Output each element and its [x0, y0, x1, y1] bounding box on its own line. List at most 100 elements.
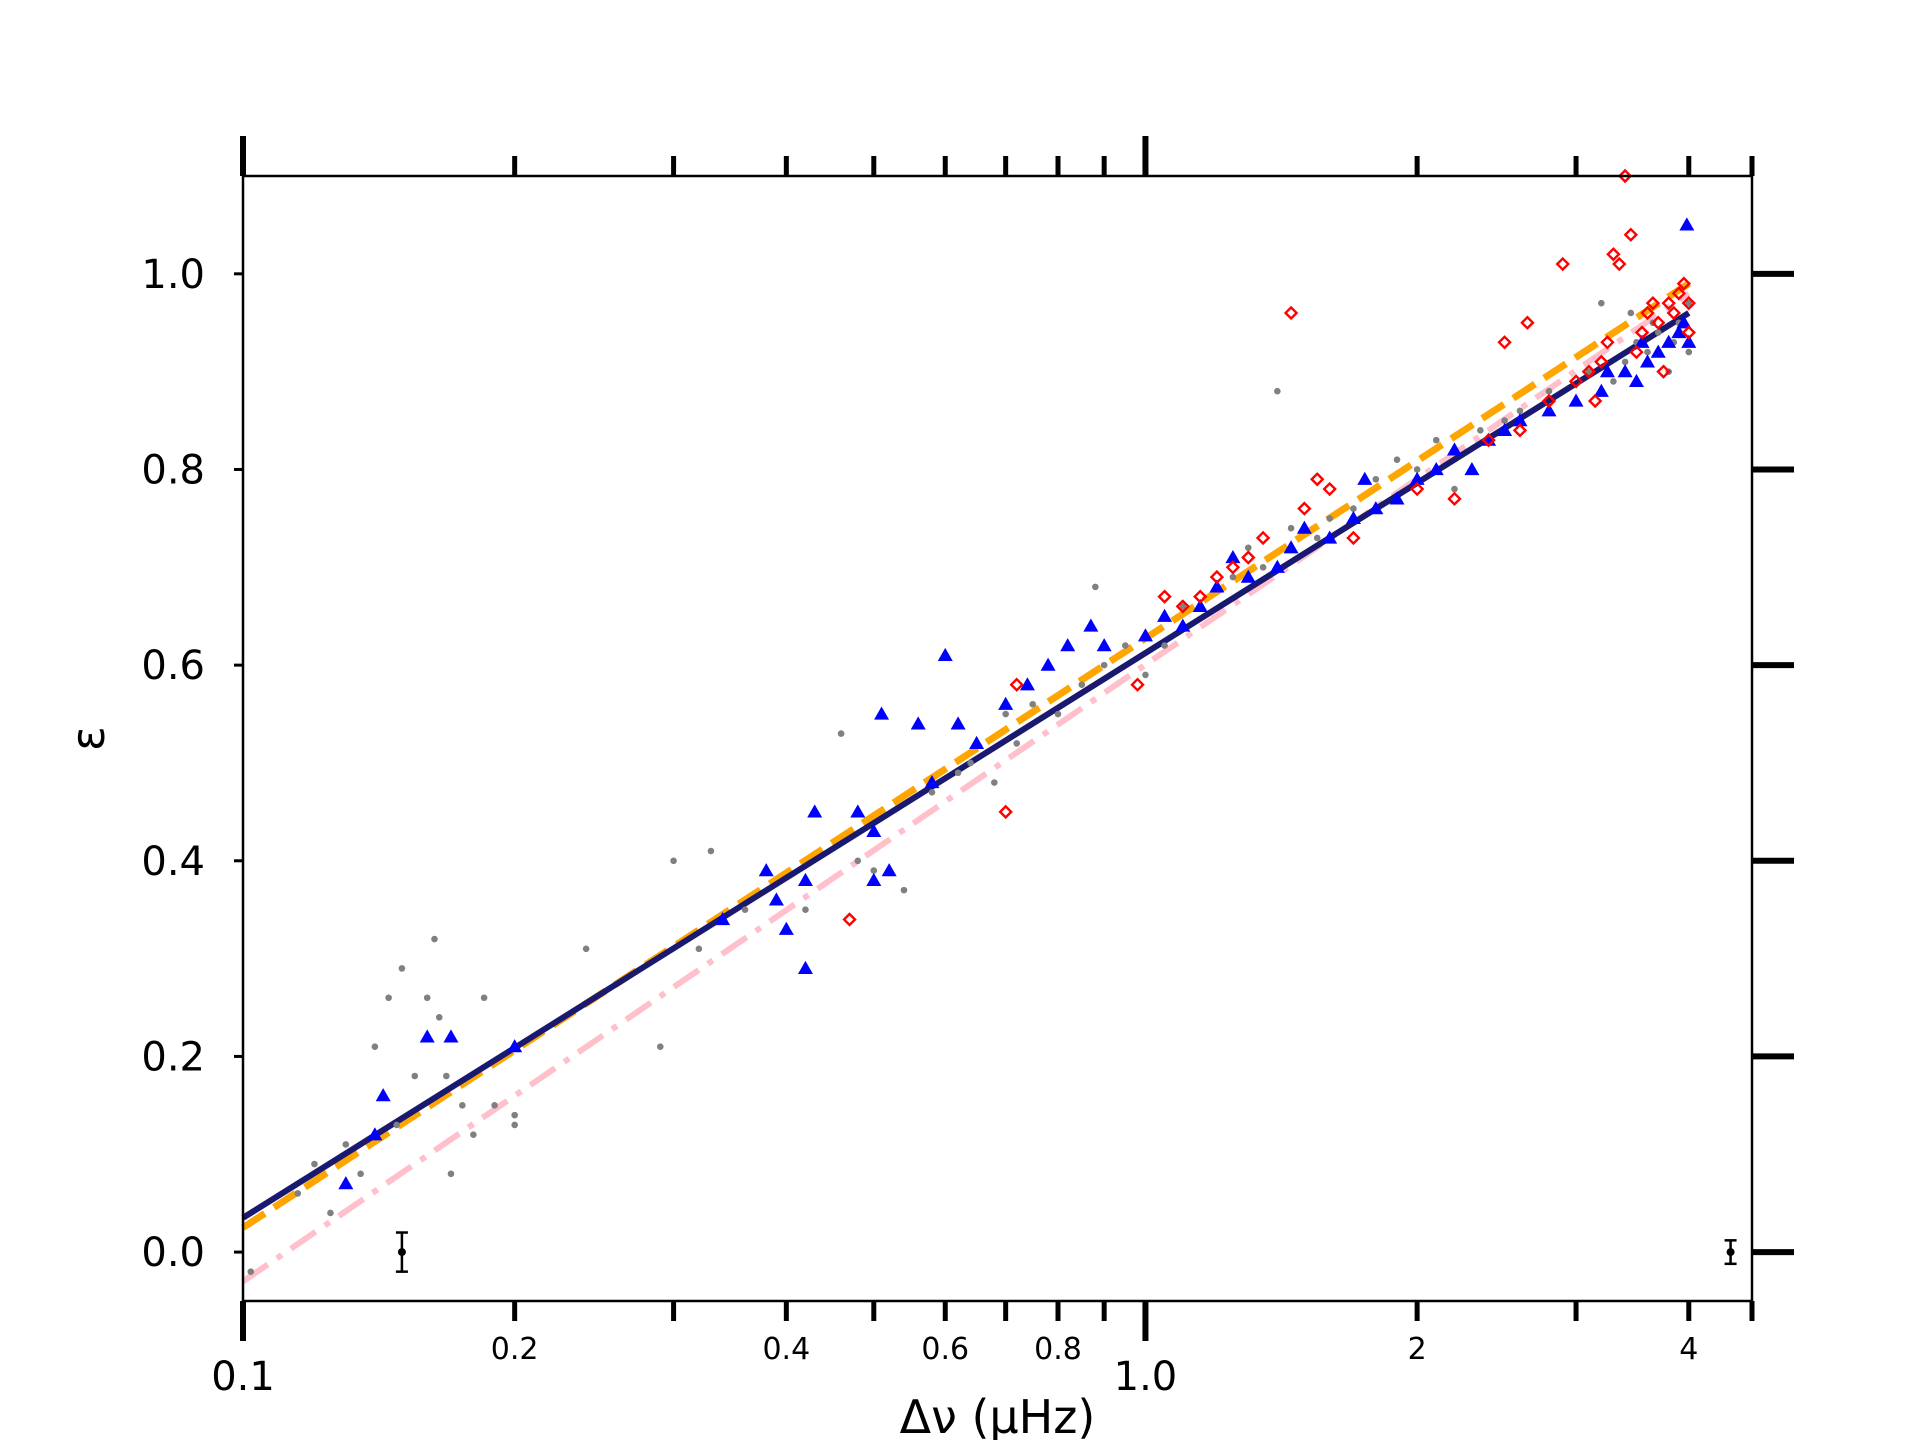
series-0-point-25: [695, 945, 703, 953]
series-0-point-47: [1161, 642, 1168, 649]
series-1-point-31: [1175, 618, 1191, 632]
series-1-point-40: [1345, 510, 1361, 525]
series-1-point-30: [1157, 608, 1173, 622]
series-0-point-74: [1654, 329, 1662, 336]
series-0-point-6: [371, 1043, 379, 1050]
series-2-point-30: [1623, 227, 1639, 242]
series-0-point-50: [1229, 573, 1237, 581]
series-0-point-51: [1244, 544, 1252, 552]
series-0-point-22: [582, 945, 590, 953]
x-major-tick-label-1: 1.0: [1114, 1354, 1178, 1400]
y-tick-label-4: 0.8: [141, 447, 205, 493]
series-1-point-22: [969, 735, 985, 750]
series-1-point-35: [1240, 569, 1256, 583]
series-2-point-13: [1310, 472, 1325, 487]
series-0-point-32: [870, 867, 878, 874]
series-2-point-2: [1009, 677, 1024, 692]
series-1-point-29: [1137, 628, 1153, 642]
series-1-point-63: [1634, 334, 1650, 348]
series-0-point-54: [1287, 524, 1295, 532]
series-1-point-20: [937, 647, 953, 661]
series-0-point-12: [431, 935, 438, 943]
series-0-point-36: [967, 759, 974, 767]
series-1-point-11: [797, 960, 813, 975]
series-0-point-0: [247, 1268, 255, 1275]
series-1-point-37: [1283, 540, 1299, 554]
series-2-point-22: [1541, 393, 1557, 409]
series-1-point-39: [1322, 530, 1338, 544]
series-0-point-20: [511, 1121, 518, 1129]
series-1-point-26: [1060, 638, 1076, 652]
series-2-point-20: [1512, 423, 1528, 438]
series-1-point-64: [1599, 364, 1615, 378]
series-2-point-27: [1606, 247, 1621, 262]
series-0-point-27: [741, 906, 749, 913]
series-0-point-31: [854, 857, 862, 865]
y-tick-label-2: 0.4: [141, 839, 205, 885]
series-0-point-43: [1092, 583, 1099, 591]
series-0-point-3: [327, 1209, 334, 1217]
series-0-point-78: [1685, 348, 1693, 356]
series-1-point-49: [1497, 422, 1513, 436]
series-1-point-21: [950, 716, 966, 730]
series-2-point-8: [1225, 560, 1241, 575]
series-2-point-26: [1594, 354, 1609, 370]
series-0-point-33: [900, 886, 908, 894]
series-2-point-38: [1676, 276, 1692, 291]
series-0-point-40: [1029, 700, 1037, 708]
series-0-point-19: [491, 1102, 498, 1109]
series-0-point-48: [1179, 603, 1187, 610]
fit-line-dashdot: [241, 290, 1691, 1284]
series-0-point-69: [1598, 299, 1605, 307]
series-0-point-63: [1477, 427, 1484, 434]
series-2-point-39: [1681, 295, 1696, 311]
x-minor-tick-label-0: 0.2: [491, 1332, 539, 1367]
series-1-point-1: [367, 1127, 383, 1141]
series-0-point-38: [1002, 710, 1009, 718]
series-0-point-35: [954, 769, 962, 777]
series-1-point-60: [1676, 315, 1692, 329]
series-0-point-70: [1610, 378, 1617, 385]
series-0-point-10: [411, 1072, 419, 1080]
series-1-point-3: [419, 1029, 435, 1043]
series-1-point-19: [924, 775, 940, 789]
tick-labels: 0.1 1.0 0.2 0.4 0.6 0.8 2 4 0.0 0.2 0.4 0.6 0.8 1.0: [141, 252, 1698, 1400]
series-0-point-34: [928, 789, 936, 796]
series-2-point-5: [1175, 599, 1191, 614]
series-2-point-35: [1661, 295, 1676, 311]
series-2-point-23: [1555, 256, 1570, 272]
series-1-point-32: [1192, 598, 1208, 613]
series-0-point-2: [311, 1160, 318, 1168]
series-0-point-15: [447, 1170, 455, 1178]
series-1-point-58: [1661, 334, 1677, 348]
y-tick-label-0: 0.0: [141, 1230, 205, 1276]
x-minor-tick-label-4: 0.6: [921, 1332, 969, 1367]
series-0-point-37: [991, 779, 998, 786]
series-1-point-47: [1464, 461, 1480, 476]
series-0-point-30: [837, 730, 845, 737]
series-2-point-11: [1283, 305, 1299, 321]
series-0-point-61: [1432, 436, 1440, 444]
series-2-point-33: [1651, 315, 1666, 330]
series-1-point-44: [1409, 471, 1425, 485]
series-2-point-4: [1157, 589, 1172, 604]
series-1-point-8: [768, 892, 784, 906]
series-1-point-9: [778, 921, 794, 935]
series-2-point-12: [1297, 501, 1312, 516]
series-1-point-43: [1389, 491, 1405, 505]
series-1-point-18: [910, 716, 926, 730]
series-0-point-11: [423, 994, 431, 1002]
y-tick-label-1: 0.2: [141, 1034, 205, 1080]
series-2-point-18: [1481, 432, 1496, 448]
y-tick-label-3: 0.6: [141, 643, 205, 689]
series-0-point-9: [398, 965, 406, 972]
series-0-point-55: [1313, 534, 1321, 542]
series-1-point-61: [1681, 334, 1697, 348]
series-2-point-44: [1587, 393, 1603, 409]
series-1-point-0: [338, 1176, 354, 1190]
series-2-point-1: [998, 804, 1013, 820]
series-1-point-16: [874, 706, 890, 720]
series-2-point-6: [1193, 589, 1208, 604]
series-2-point-25: [1581, 364, 1597, 379]
